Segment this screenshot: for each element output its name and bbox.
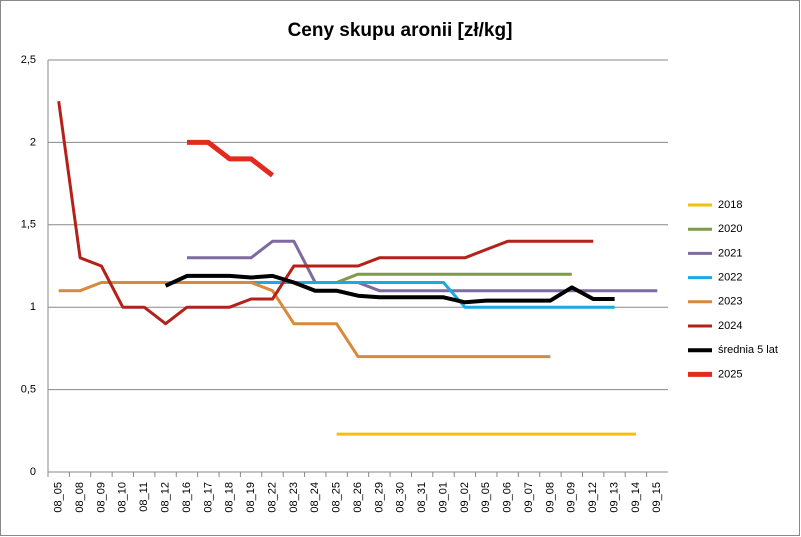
x-tick-label: 08_26	[352, 482, 364, 513]
chart-title: Ceny skupu aronii [zł/kg]	[288, 20, 513, 41]
x-tick-label: 09_09	[566, 482, 578, 513]
x-tick-label: 09_12	[587, 482, 599, 513]
x-tick-label: 08_12	[159, 482, 171, 513]
x-tick-label: 08_10	[117, 482, 129, 513]
y-tick-label: 0,5	[21, 384, 36, 396]
x-tick-label: 09_08	[544, 482, 556, 513]
x-tick-label: 08_17	[202, 482, 214, 513]
x-tick-label: 08_24	[309, 482, 321, 513]
x-tick-label: 08_11	[138, 482, 150, 512]
x-tick-label: 09_01	[437, 482, 449, 513]
series-line	[57, 100, 594, 326]
x-tick-label: 08_22	[266, 482, 278, 513]
x-tick-label: 09_07	[523, 482, 535, 513]
x-tick-label: 08_30	[395, 482, 407, 513]
x-tick-label: 08_23	[288, 482, 300, 513]
y-tick-label: 2	[30, 136, 36, 148]
y-tick-label: 0	[30, 466, 36, 478]
x-tick-label: 09_15	[651, 482, 663, 513]
legend-label: 2020	[718, 223, 742, 235]
x-tick-label: 08_25	[331, 482, 343, 513]
legend-label: 2023	[718, 296, 742, 308]
x-tick-label: 09_02	[459, 482, 471, 513]
x-tick-label: 08_19	[245, 482, 257, 513]
legend-label: 2018	[718, 199, 742, 211]
series-line	[251, 281, 615, 309]
x-tick-label: 08_08	[74, 482, 86, 513]
y-tick-label: 1	[30, 301, 36, 313]
series-line	[187, 139, 275, 178]
series-line	[58, 281, 551, 359]
x-tick-label: 08_18	[224, 482, 236, 513]
legend-label: 2025	[718, 368, 742, 380]
y-tick-label: 1,5	[21, 219, 36, 231]
legend-label: średnia 5 lat	[718, 344, 778, 356]
legend-label: 2022	[718, 272, 742, 284]
x-tick-label: 08_09	[95, 482, 107, 513]
x-tick-label: 09_13	[608, 482, 620, 513]
x-tick-label: 08_05	[53, 482, 65, 513]
x-tick-label: 09_05	[480, 482, 492, 513]
y-tick-label: 2,5	[21, 54, 36, 66]
legend-label: 2021	[718, 247, 742, 259]
x-tick-label: 08_31	[416, 482, 428, 513]
x-tick-label: 09_06	[502, 482, 514, 513]
x-tick-label: 08_16	[181, 482, 193, 513]
x-tick-label: 08_29	[373, 482, 385, 513]
series-line	[315, 272, 572, 284]
legend-label: 2024	[718, 320, 742, 332]
x-tick-label: 09_14	[630, 482, 642, 513]
series-line	[164, 273, 615, 305]
